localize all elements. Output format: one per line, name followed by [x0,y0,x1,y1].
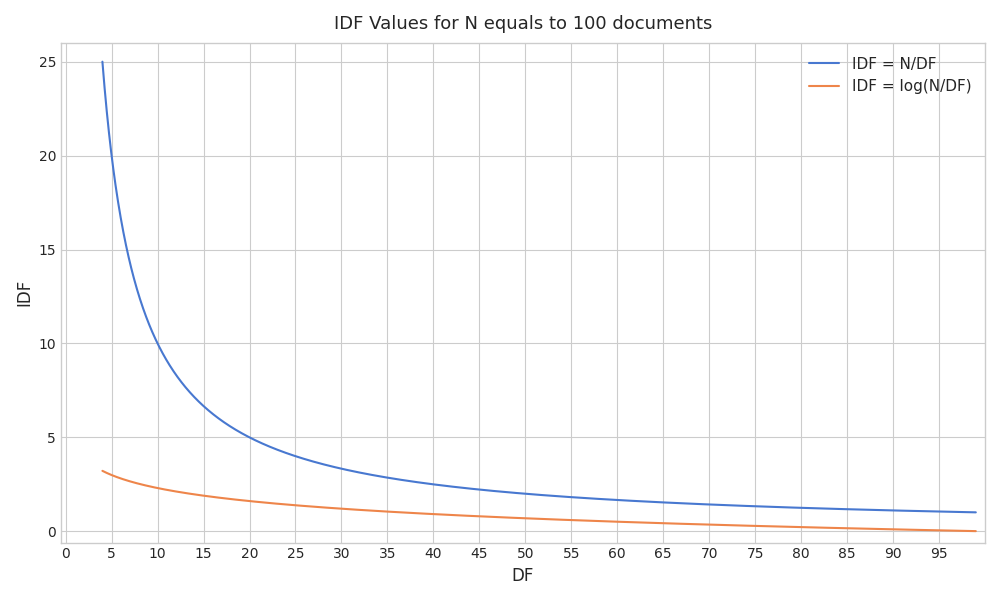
Legend: IDF = N/DF, IDF = log(N/DF): IDF = N/DF, IDF = log(N/DF) [803,50,977,100]
Line: IDF = log(N/DF): IDF = log(N/DF) [102,471,976,531]
IDF = log(N/DF) [970,527,982,535]
IDF = N/DF [784,504,796,511]
IDF = N/DF [96,58,108,65]
IDF = N/DF [944,508,956,515]
IDF = log(N/DF) [784,523,796,530]
Title: IDF Values for N equals to 100 documents: IDF Values for N equals to 100 documents [334,15,712,33]
IDF = N/DF [521,490,533,497]
IDF = N/DF [970,509,982,516]
IDF = log(N/DF) [521,515,533,522]
IDF = log(N/DF) [96,467,108,475]
IDF = N/DF [944,508,956,515]
IDF = N/DF [498,488,510,496]
IDF = N/DF [141,316,153,323]
IDF = log(N/DF) [141,482,153,490]
IDF = log(N/DF) [944,527,956,534]
IDF = log(N/DF) [498,514,510,521]
X-axis label: DF: DF [512,567,534,585]
Y-axis label: IDF: IDF [15,279,33,307]
IDF = log(N/DF) [944,527,956,534]
Line: IDF = N/DF: IDF = N/DF [102,62,976,512]
